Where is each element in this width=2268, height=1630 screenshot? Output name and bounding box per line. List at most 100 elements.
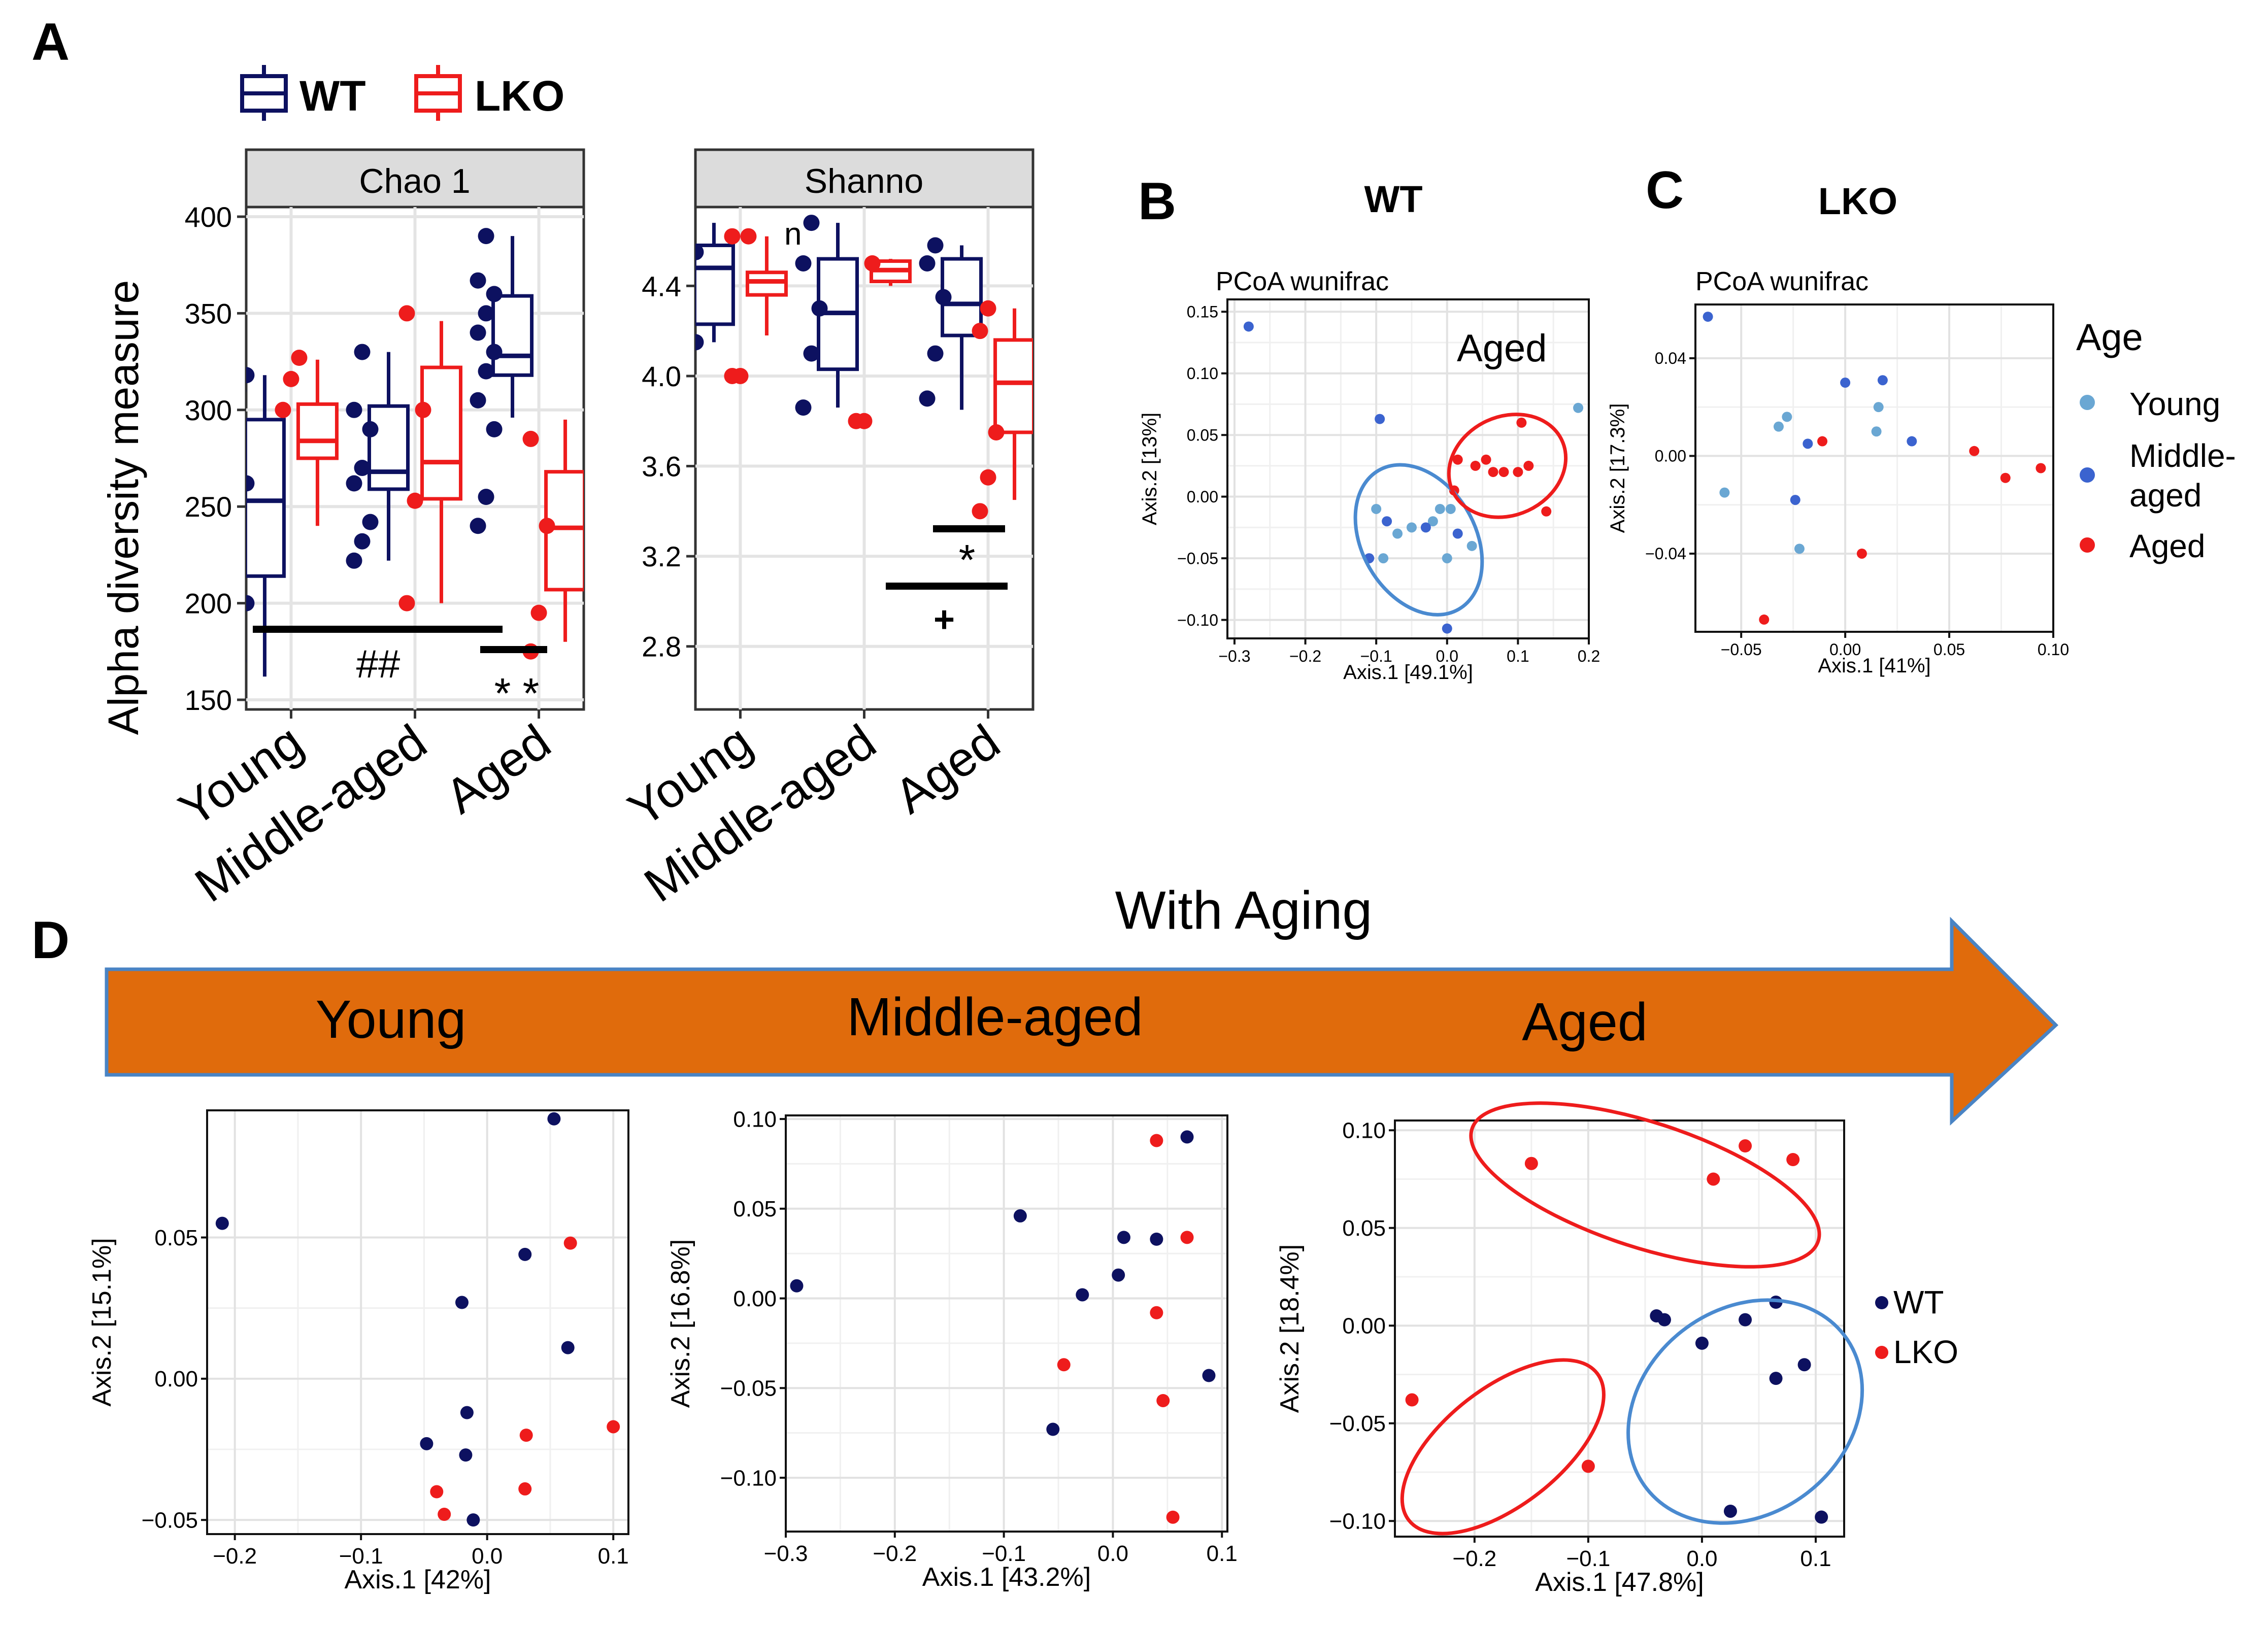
chao-point-wt <box>470 392 486 409</box>
pcoa_lko-point-aged <box>1817 436 1828 447</box>
chao-point-lko <box>522 430 539 447</box>
shan-point-lko <box>740 228 757 245</box>
pcoa_aged-point-wt <box>1797 1358 1811 1372</box>
chao-ytick-label: 350 <box>185 297 232 329</box>
chao-point-lko <box>398 595 415 612</box>
pcoa_young-point-wt <box>460 1406 474 1419</box>
pcoa_aged-ytick-label: −0.05 <box>1329 1411 1386 1436</box>
chao-point-wt <box>486 286 503 302</box>
pcoa_wt-point-middle-aged <box>1375 414 1385 424</box>
chao-point-wt <box>246 504 247 508</box>
pcoa_lko-chart: −0.05 0.00 0.05 0.10 −0.04 0.00 0.04 Axis.1 [41… <box>1607 303 2069 677</box>
pcoa_middle-ytick-label: −0.10 <box>720 1466 777 1490</box>
shannon-clipped-label: n <box>784 217 802 252</box>
pcoa_wt-xtick-label: −0.1 <box>1360 647 1392 665</box>
pcoa_wt-ytick-label: −0.05 <box>1177 549 1218 567</box>
chao-ytick-label: 400 <box>185 201 232 233</box>
shan-point-lko <box>972 323 988 339</box>
pcoa_middle-point-lko <box>1150 1134 1163 1147</box>
pcoa_wt-point-aged <box>1516 417 1527 428</box>
shan-ytick-label: 4.4 <box>642 270 681 302</box>
pcoa_wt-xtick-label: 0.2 <box>1578 647 1600 665</box>
pcoa_middle-point-lko <box>1057 1358 1071 1372</box>
pcoa_lko-ytick-label: 0.04 <box>1655 349 1686 367</box>
pcoa_lko-point-young <box>1782 412 1792 422</box>
chao-point-wt <box>486 344 503 360</box>
shan-point-lko <box>988 424 1005 440</box>
pcoa_wt-point-middle-aged <box>1442 623 1452 634</box>
legend-lko-label: LKO <box>475 72 564 120</box>
pcoa_aged-xtick-label: 0.0 <box>1686 1546 1717 1571</box>
pcoa_wt-point-young <box>1445 503 1456 514</box>
pcoa_young-point-wt <box>459 1448 473 1462</box>
shan-point-lko <box>980 300 996 317</box>
pcoa_lko-ytick-label: 0.00 <box>1655 447 1686 465</box>
pcoa_aged-point-lko <box>1707 1172 1720 1186</box>
pcoa_lko-frame <box>1694 303 2054 633</box>
shan-point-wt <box>927 237 944 254</box>
alpha-diversity-ylabel: Alpha diversity measure <box>99 280 147 735</box>
pcoa_lko-ytick-label: −0.04 <box>1645 545 1686 563</box>
pcoa_young-point-lko <box>607 1420 620 1434</box>
shan-point-wt <box>811 300 828 317</box>
shan-box-iqr <box>993 338 1033 434</box>
shannon-sig-plus: + <box>933 599 955 640</box>
chao-point-wt <box>486 421 503 437</box>
pcoa_aged-point-wt <box>1739 1313 1752 1327</box>
chao-point-wt <box>354 344 371 360</box>
shannon-sig-star: * <box>959 536 976 584</box>
pcoa_lko-point-middle-aged <box>1877 375 1888 386</box>
panel-label-b: B <box>1138 172 1176 231</box>
pcoa_middle-point-wt <box>1013 1209 1027 1222</box>
chao-point-lko <box>407 492 423 509</box>
pcoa_lko-point-aged <box>1759 614 1770 625</box>
pcoa_wt-point-young <box>1371 503 1382 514</box>
chao-point-wt <box>362 421 379 437</box>
pcoa_young-point-lko <box>438 1508 451 1521</box>
pcoa_wt-xtick-label: 0.0 <box>1436 647 1458 665</box>
shan-point-wt <box>695 273 696 277</box>
age-legend-middle-label-1: Middle- <box>2129 437 2236 474</box>
pcoa_lko-point-aged <box>2036 463 2046 473</box>
pcoa_young-point-wt <box>455 1296 469 1309</box>
pcoa_middle-point-wt <box>1076 1288 1089 1302</box>
pcoa_young-point-wt <box>215 1216 229 1230</box>
pcoa_young-point-wt <box>420 1437 433 1450</box>
pcoa_wt-point-aged <box>1481 454 1491 465</box>
pcoa_aged-ylabel: Axis.2 [18.4%] <box>1275 1244 1305 1413</box>
chao-point-wt <box>346 552 362 569</box>
pcoa_middle-xtick-label: −0.2 <box>873 1541 917 1566</box>
pcoa_wt-ytick-label: 0.15 <box>1187 302 1218 321</box>
pcoa_middle-point-lko <box>1166 1510 1180 1524</box>
pcoa_middle-xtick-label: −0.3 <box>764 1541 808 1566</box>
pcoa_aged-ytick-label: 0.05 <box>1342 1216 1386 1241</box>
chao-point-wt <box>478 305 494 322</box>
pcoa_young-ytick-label: −0.05 <box>142 1508 198 1533</box>
pcoa_aged-xlabel: Axis.1 [47.8%] <box>1535 1568 1704 1597</box>
pcoa_young-point-wt <box>547 1112 561 1126</box>
pcoa_middle-point-wt <box>1117 1231 1130 1244</box>
age-legend: Age Young Middle- aged Aged <box>2076 316 2236 564</box>
age-legend-young-label: Young <box>2129 386 2220 422</box>
pcoa_middle-frame <box>785 1114 1228 1533</box>
chao-ytick-label: 150 <box>185 684 232 716</box>
chao-point-wt <box>478 489 494 505</box>
pcoa_middle-point-wt <box>1150 1232 1163 1246</box>
pcoa_aged-ellipse-red <box>1400 1358 1606 1536</box>
pcoa_young-point-lko <box>519 1429 533 1442</box>
pcoa_wt-chart: −0.3 −0.2 −0.1 0.0 0.1 0.2 −0.10 −0.05 0.00 0.05 0… <box>1139 298 1600 684</box>
chao-point-wt <box>362 514 379 530</box>
pcoa_middle-xtick-label: 0.1 <box>1207 1541 1238 1566</box>
pcoa_lko-point-young <box>1871 426 1882 437</box>
aging-arrow <box>105 916 2059 1126</box>
pcoa_aged-point-lko <box>1581 1459 1595 1473</box>
chao-point-lko <box>283 370 299 387</box>
pcoa_aged-point-wt <box>1658 1313 1671 1327</box>
pcoa_aged-point-wt <box>1815 1510 1828 1524</box>
arrow-stage-middle: Middle-aged <box>847 987 1143 1047</box>
chao-point-lko <box>530 604 547 621</box>
shan-box-lko-2 <box>993 308 1033 500</box>
chao-point-wt <box>346 401 362 418</box>
